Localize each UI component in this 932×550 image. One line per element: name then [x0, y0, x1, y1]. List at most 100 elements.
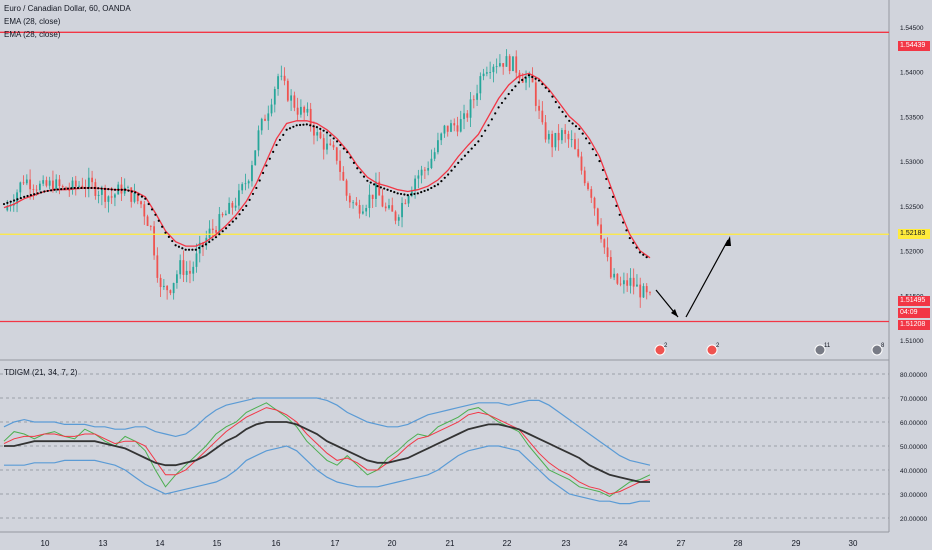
indicator-tick-label: 30.00000 [900, 492, 927, 499]
candle-body [71, 180, 74, 190]
ema-dot [211, 238, 214, 241]
candle-body [361, 211, 364, 214]
ema-dot [399, 192, 403, 196]
candle-body [642, 286, 645, 298]
indicator-tick-label: 60.00000 [900, 420, 927, 427]
ema-dot [396, 192, 399, 195]
ema-dot [574, 125, 578, 128]
candle-body [55, 179, 58, 191]
candle-body [94, 182, 97, 196]
candle-body [443, 125, 446, 134]
ema-dot [130, 190, 133, 193]
ema-dot [426, 188, 430, 191]
candle-body [215, 230, 217, 233]
ema-dot [268, 157, 271, 160]
candle-body [551, 133, 554, 148]
ema-dot [16, 198, 19, 201]
candle-body [45, 180, 48, 186]
ema-dot [403, 193, 406, 196]
price-tag-bottom-line: 1.51208 [898, 320, 930, 330]
ema-dot [591, 148, 594, 151]
ema-dot [433, 185, 436, 188]
candle-body [335, 147, 338, 161]
ema-dot [551, 95, 554, 98]
candle-body [172, 282, 175, 294]
ema-dot [517, 81, 520, 84]
ema-dot [561, 110, 564, 113]
candle-body [528, 74, 531, 79]
ema-dot [524, 76, 527, 79]
candle-body [446, 125, 449, 132]
candle-body [479, 76, 482, 94]
ema-dot [251, 192, 255, 196]
candle-body [306, 108, 309, 113]
ema-dot [201, 245, 204, 248]
candle-body [580, 156, 583, 171]
ema-dot [208, 240, 211, 244]
candle-body [384, 206, 387, 209]
ema-dot [113, 188, 117, 191]
candle-body [433, 152, 436, 159]
ema-dot [584, 137, 588, 140]
candle-body [133, 192, 136, 202]
candle-body [211, 228, 214, 231]
candle-body [407, 196, 410, 204]
ema-dot [349, 156, 352, 159]
ema-dot [645, 256, 648, 259]
ema-dot [325, 131, 329, 134]
ema-dot [157, 219, 160, 222]
ema-dot [423, 189, 426, 193]
candle-body [368, 194, 371, 209]
candle-body [38, 183, 41, 190]
candle-body [58, 179, 61, 186]
candle-body [104, 188, 107, 202]
ema-dot [625, 229, 628, 232]
candle-body [587, 183, 589, 190]
ema-dot [595, 154, 598, 157]
ema-dot [265, 164, 268, 167]
arrow-head-up [725, 236, 731, 246]
ema-dot [19, 196, 22, 200]
ema-dot [359, 171, 362, 174]
indicator-legend[interactable]: TDIGM (21, 34, 7, 2) [4, 368, 78, 377]
ema-dot [352, 161, 356, 164]
candle-body [143, 204, 146, 217]
candle-body [583, 170, 586, 184]
candle-body [388, 205, 390, 209]
ema-dot [457, 161, 460, 164]
ema-dot [23, 195, 26, 198]
ema-dot [564, 115, 567, 118]
ema-dot [224, 227, 228, 230]
ema-dot [507, 92, 510, 96]
tdi-market-base-line [4, 421, 650, 483]
candle-body [16, 192, 18, 204]
price-tick-label: 1.53500 [900, 114, 924, 121]
candle-body [564, 130, 567, 134]
candle-body [590, 189, 593, 198]
ema-dot [154, 213, 157, 216]
ema-legend-1[interactable]: EMA (28, close) [4, 17, 61, 26]
candle-body [345, 180, 348, 196]
ema-dot [362, 175, 366, 178]
candle-body [485, 72, 488, 74]
ema-dot [194, 248, 197, 251]
ema-dot [90, 186, 93, 190]
candle-body [381, 195, 384, 207]
candle-body [557, 132, 560, 141]
candle-body [290, 95, 293, 101]
candle-body [195, 253, 198, 267]
ema-dot [278, 138, 281, 142]
time-tick-label: 10 [41, 539, 50, 548]
candle-body [515, 56, 518, 73]
ema-legend-2[interactable]: EMA (28, close) [4, 30, 61, 39]
candle-body [149, 226, 152, 227]
candle-body [554, 132, 557, 148]
candle-body [502, 63, 505, 67]
candle-body [508, 56, 511, 72]
ema-dot [50, 189, 53, 192]
candle-body [534, 82, 537, 106]
candle-body [260, 118, 263, 131]
candle-body [162, 285, 165, 288]
indicator-tick-label: 20.00000 [900, 516, 927, 523]
